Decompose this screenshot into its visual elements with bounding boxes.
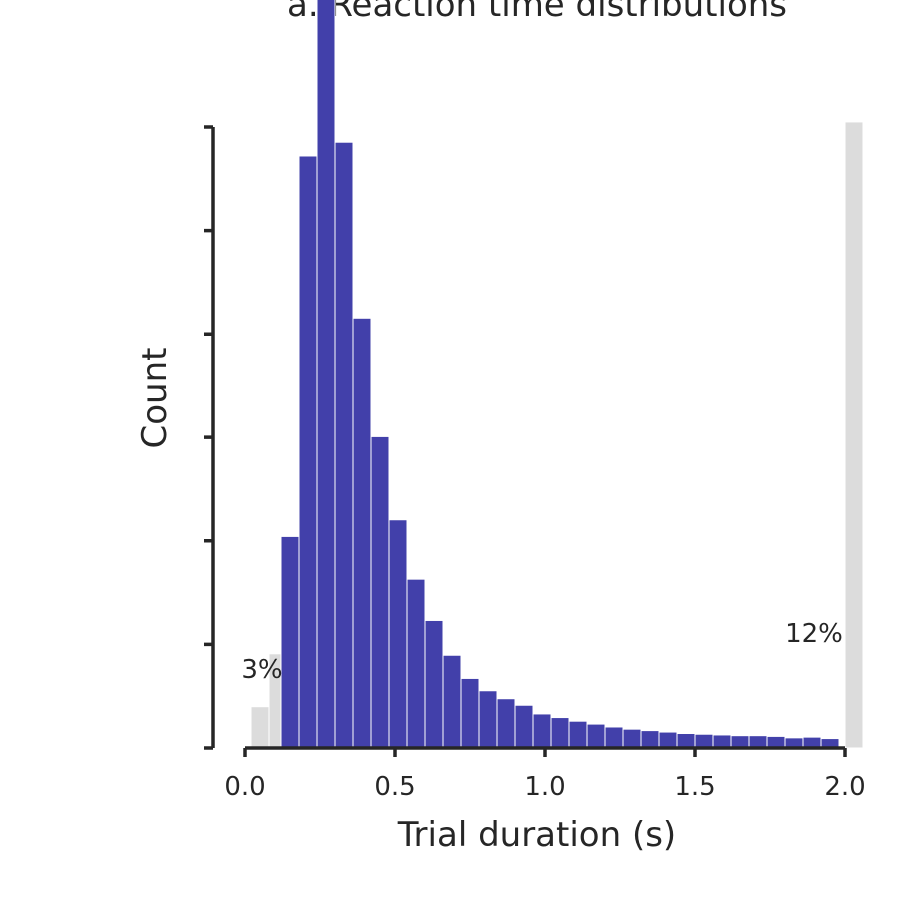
bars-group xyxy=(250,0,864,749)
histogram-bar xyxy=(658,731,678,749)
x-tick-label: 2.0 xyxy=(824,772,865,802)
excluded-bar xyxy=(250,706,270,749)
x-tick-label: 1.5 xyxy=(674,772,715,802)
chart-title: a. Reaction time distributions xyxy=(287,0,787,25)
histogram-bar xyxy=(442,654,462,749)
histogram-bar xyxy=(676,733,696,749)
histogram-bar xyxy=(748,735,768,749)
histogram-bar xyxy=(550,717,570,749)
histogram-bar xyxy=(280,535,300,749)
histogram-bar xyxy=(316,0,336,749)
histogram-bar xyxy=(352,317,372,749)
x-tick-label: 0.0 xyxy=(224,772,265,802)
x-tick-label: 1.0 xyxy=(524,772,565,802)
histogram-bar xyxy=(406,578,426,749)
histogram-bar xyxy=(370,435,390,749)
histogram-bar xyxy=(478,690,498,749)
histogram-bar xyxy=(334,141,354,749)
y-axis-label: Count xyxy=(135,348,175,449)
annotations-group: 3% 12% xyxy=(241,619,843,685)
histogram-bar xyxy=(568,720,588,749)
histogram-bar xyxy=(514,704,534,749)
histogram-bar xyxy=(604,726,624,749)
x-axis-label: Trial duration (s) xyxy=(397,815,676,855)
histogram-bar xyxy=(388,519,408,749)
histogram-bar xyxy=(586,723,606,749)
histogram-bar xyxy=(424,619,444,749)
excluded-bar xyxy=(844,121,864,749)
histogram-bar xyxy=(640,730,660,749)
x-ticks-group: 0.0 0.5 1.0 1.5 2.0 xyxy=(224,748,866,802)
histogram-bar xyxy=(298,155,318,749)
y-ticks-group xyxy=(204,125,213,750)
histogram-bar xyxy=(622,728,642,749)
excluded-low-label: 3% xyxy=(241,655,282,685)
histogram-bar xyxy=(460,677,480,749)
histogram-bar xyxy=(496,698,516,749)
excluded-high-label: 12% xyxy=(785,619,843,649)
x-tick-label: 0.5 xyxy=(374,772,415,802)
histogram-bar xyxy=(730,735,750,749)
histogram-bar xyxy=(532,713,552,749)
histogram-bar xyxy=(712,734,732,749)
histogram-bar xyxy=(694,733,714,749)
